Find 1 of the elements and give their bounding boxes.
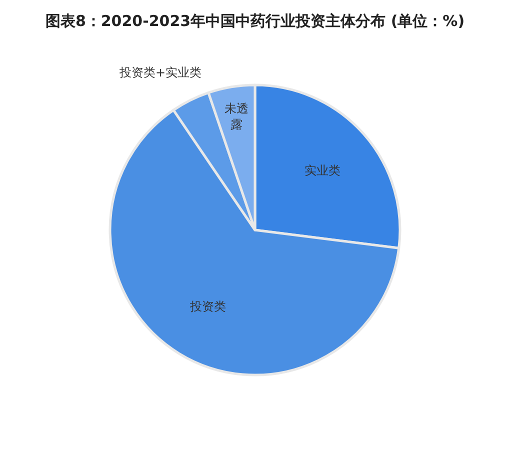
title: 图表8：2020-2023年中国中药行业投资主体分布 (单位：%) xyxy=(45,12,465,30)
